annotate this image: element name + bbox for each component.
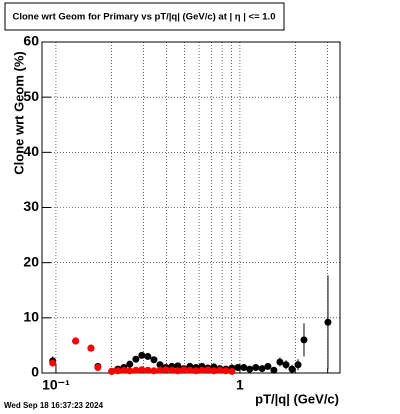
y-tick-label: 10 [23, 309, 39, 325]
point [132, 355, 140, 363]
point [246, 365, 254, 373]
point [114, 367, 122, 375]
point [270, 366, 278, 374]
point [198, 366, 206, 374]
y-tick-label: 30 [23, 198, 39, 214]
point [150, 356, 158, 364]
point [144, 366, 152, 374]
point [144, 352, 152, 360]
point [174, 367, 182, 375]
point [168, 366, 176, 374]
y-axis-label: Clone wrt Geom (%) [11, 51, 26, 175]
point [258, 365, 266, 373]
point [138, 366, 146, 374]
point [276, 358, 284, 366]
point [126, 360, 134, 368]
point [174, 362, 182, 370]
point [210, 367, 218, 375]
point [186, 366, 194, 374]
point [94, 363, 102, 371]
point [264, 362, 272, 370]
y-tick-label: 0 [31, 364, 39, 380]
point [288, 365, 296, 373]
point [72, 337, 80, 345]
point [282, 361, 290, 369]
point [162, 366, 170, 374]
chart-title: Clone wrt Geom for Primary vs pT/|q| (Ge… [13, 12, 276, 23]
point [138, 351, 146, 359]
point [87, 344, 95, 352]
point [252, 363, 260, 371]
point [156, 361, 164, 369]
y-tick-label: 20 [23, 253, 39, 269]
point [234, 363, 242, 371]
point [240, 363, 248, 371]
x-axis-label: pT/|q| (GeV/c) [255, 391, 339, 406]
y-tick-label: 60 [23, 33, 39, 49]
timestamp: Wed Sep 18 16:37:23 2024 [4, 401, 104, 410]
y-tick-label: 40 [23, 143, 39, 159]
point [180, 366, 188, 374]
point [228, 367, 236, 375]
point [294, 361, 302, 369]
point [204, 366, 212, 374]
point [126, 367, 134, 375]
x-tick-label: 10⁻¹ [42, 377, 70, 393]
point [324, 318, 332, 326]
point [108, 367, 116, 375]
point [156, 366, 164, 374]
y-tick-label: 50 [23, 88, 39, 104]
point [216, 366, 224, 374]
x-tick-label: 1 [236, 377, 244, 393]
point [300, 336, 308, 344]
point [150, 367, 158, 375]
point [120, 366, 128, 374]
point [222, 367, 230, 375]
point [192, 367, 200, 375]
point [49, 359, 57, 367]
title-box [4, 2, 285, 31]
point [132, 366, 140, 374]
